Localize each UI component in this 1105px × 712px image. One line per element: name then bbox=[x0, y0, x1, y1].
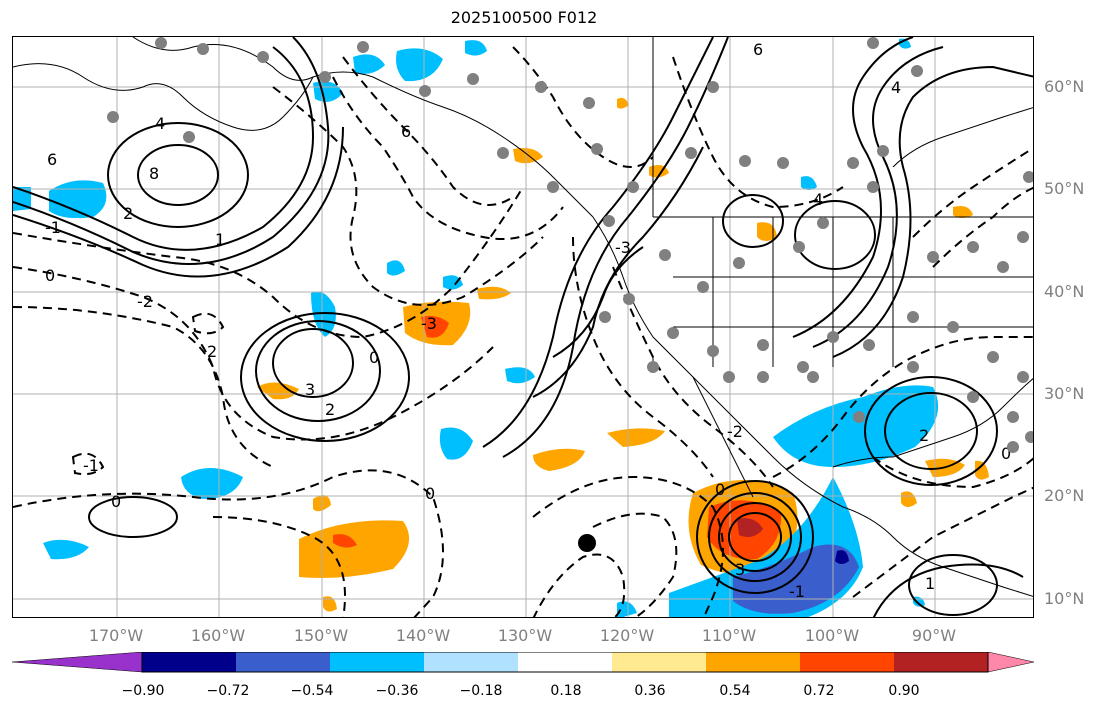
colorbar-tick-label: −0.18 bbox=[459, 683, 503, 699]
lat-label: 40°N bbox=[1044, 282, 1085, 301]
contour-label: -1 bbox=[789, 582, 805, 601]
lon-label: 120°W bbox=[599, 626, 655, 645]
contour-label: 2 bbox=[207, 342, 217, 361]
contour-label: 0 bbox=[111, 492, 121, 511]
coastlines bbox=[13, 37, 1033, 597]
graticule bbox=[13, 37, 1033, 617]
colorbar-tick-label: 0.54 bbox=[719, 683, 751, 699]
contour-lines bbox=[13, 37, 1033, 617]
lat-label: 30°N bbox=[1044, 384, 1085, 403]
contour-label: 2 bbox=[919, 426, 929, 445]
map-canvas: 6 8 4 2 1 0 -1 -2 -3 3 6 0 4 6 4 2 0 2 3… bbox=[13, 37, 1033, 617]
contour-label: 6 bbox=[47, 150, 57, 169]
lon-label: 160°W bbox=[190, 626, 246, 645]
contour-label: 0 bbox=[425, 484, 435, 503]
contour-label: 3 bbox=[735, 560, 745, 579]
station-markers bbox=[107, 37, 1033, 453]
contour-label: 1 bbox=[215, 230, 225, 249]
lon-label: 170°W bbox=[88, 626, 144, 645]
contour-label: 6 bbox=[401, 122, 411, 141]
contour-label: -3 bbox=[421, 314, 437, 333]
lat-label: 20°N bbox=[1044, 486, 1085, 505]
map-panel: 6 8 4 2 1 0 -1 -2 -3 3 6 0 4 6 4 2 0 2 3… bbox=[12, 36, 1034, 618]
colorbar-segment bbox=[12, 652, 143, 673]
colorbar-segment bbox=[518, 652, 612, 672]
colorbar-segment bbox=[236, 652, 330, 672]
contour-label: 3 bbox=[305, 380, 315, 399]
lon-label: 110°W bbox=[701, 626, 757, 645]
colorbar-outline bbox=[141, 652, 989, 673]
lon-label: 140°W bbox=[395, 626, 451, 645]
contour-label: 4 bbox=[891, 78, 901, 97]
contour-label: -1 bbox=[83, 456, 99, 475]
contour-label: 0 bbox=[45, 266, 55, 285]
contour-label: 6 bbox=[753, 40, 763, 59]
contour-label: 8 bbox=[149, 164, 159, 183]
colorbar-segment bbox=[142, 652, 236, 672]
colorbar-tick-label: 0.36 bbox=[634, 683, 666, 699]
colorbar-tick-label: −0.72 bbox=[206, 683, 250, 699]
map-title: 2025100500 F012 bbox=[450, 8, 598, 27]
lat-label: 10°N bbox=[1044, 589, 1085, 608]
contour-label: -2 bbox=[137, 292, 153, 311]
colorbar-tick-label: −0.90 bbox=[121, 683, 165, 699]
black-dot-marker bbox=[578, 534, 596, 552]
colorbar-tick-label: −0.36 bbox=[375, 683, 419, 699]
contour-label: 0 bbox=[1001, 444, 1011, 463]
colorbar-tick-label: 0.90 bbox=[888, 683, 920, 699]
lon-label: 130°W bbox=[497, 626, 553, 645]
lat-label: 60°N bbox=[1044, 77, 1085, 96]
colorbar-segment bbox=[706, 652, 800, 672]
colorbar-segment bbox=[800, 652, 894, 672]
colorbar-tick-label: −0.54 bbox=[290, 683, 334, 699]
contour-label: 4 bbox=[813, 190, 823, 209]
contour-label: -2 bbox=[727, 422, 743, 441]
colorbar-segment bbox=[987, 652, 1034, 673]
lon-label: 100°W bbox=[804, 626, 860, 645]
contour-label: 0 bbox=[715, 480, 725, 499]
lon-label: 150°W bbox=[293, 626, 349, 645]
contour-label: 1 bbox=[925, 574, 935, 593]
colorbar bbox=[12, 652, 1034, 673]
contour-label: -3 bbox=[615, 238, 631, 257]
contour-labels: 6 8 4 2 1 0 -1 -2 -3 3 6 0 4 6 4 2 0 2 3… bbox=[45, 40, 1011, 601]
contour-label: 0 bbox=[369, 348, 379, 367]
contour-label: 4 bbox=[155, 114, 165, 133]
contour-label: 2 bbox=[325, 400, 335, 419]
contour-label: -1 bbox=[45, 218, 61, 237]
colorbar-segment bbox=[612, 652, 706, 672]
contour-label: 2 bbox=[123, 204, 133, 223]
colorbar-tick-label: 0.18 bbox=[550, 683, 582, 699]
colorbar-tick-label: 0.72 bbox=[803, 683, 835, 699]
lon-label: 90°W bbox=[911, 626, 957, 645]
colorbar-segment bbox=[424, 652, 518, 672]
lat-label: 50°N bbox=[1044, 179, 1085, 198]
colorbar-segment bbox=[330, 652, 424, 672]
colorbar-segment bbox=[894, 652, 988, 672]
dashed-contour-lines bbox=[13, 46, 1033, 617]
